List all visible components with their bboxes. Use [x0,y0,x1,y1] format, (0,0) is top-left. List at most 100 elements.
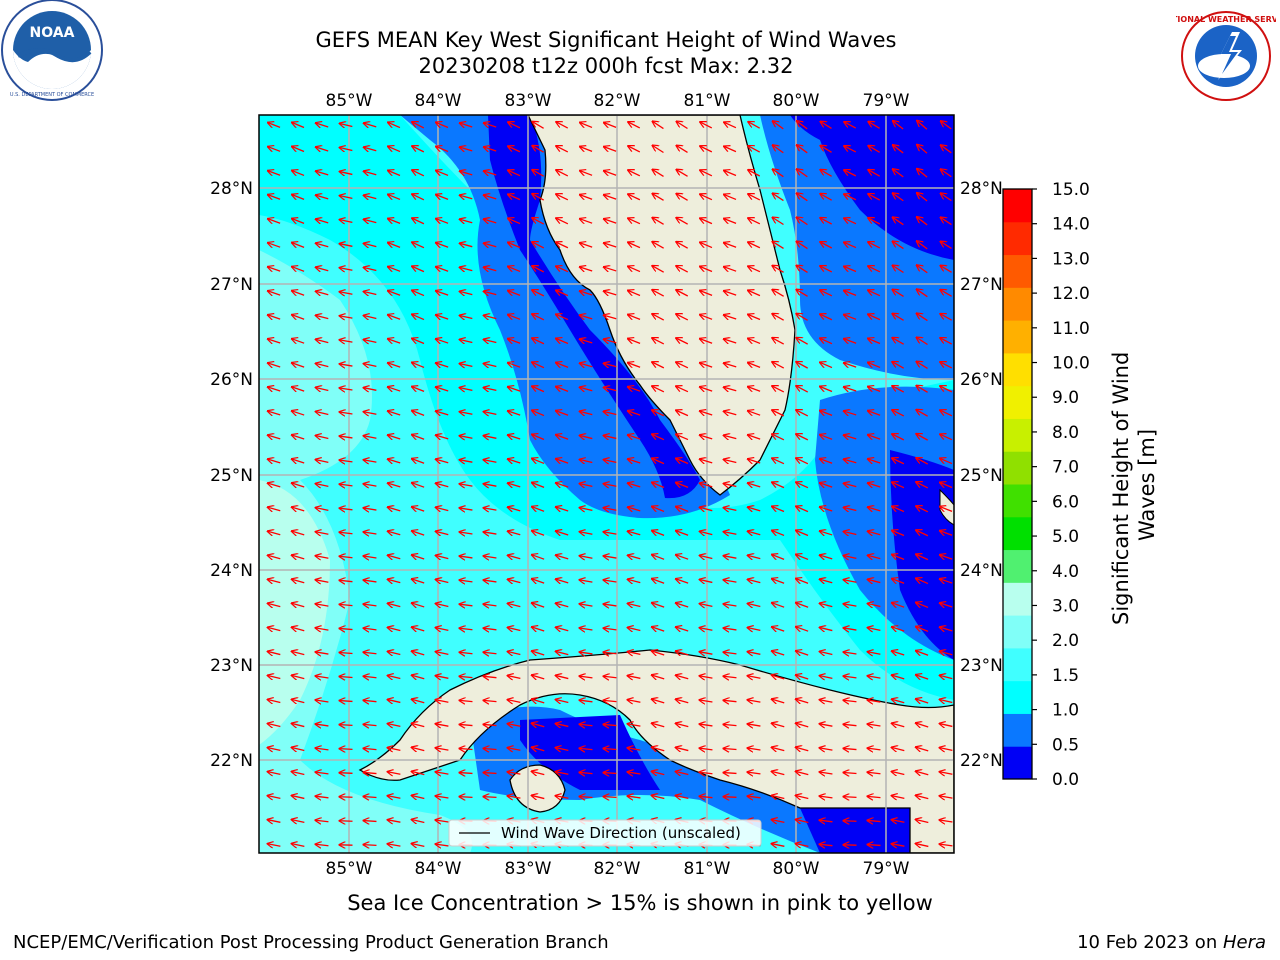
wind-arrow [364,772,377,773]
wind-arrow [580,339,593,343]
wind-arrow [340,244,353,247]
wind-arrow [748,242,761,249]
wind-arrow [268,147,281,152]
wind-arrow [628,411,641,415]
wind-arrow [796,266,808,273]
wind-arrow [508,170,521,177]
wind-arrow [484,364,497,367]
wind-arrow [604,773,617,774]
wind-arrow [412,844,425,847]
wind-arrow [892,699,905,703]
wind-arrow [556,363,569,368]
longitude-labels: 85°W 85°W 84°W 84°W 83°W 83°W 82°W 82°W 81°W 81°W… [326,91,910,879]
wind-arrow [412,435,425,440]
wind-arrow [604,123,617,128]
wind-arrow [772,555,785,560]
wind-arrow [940,675,953,678]
wind-arrow [556,218,569,225]
wind-arrow [364,292,377,295]
wind-arrow [892,579,905,584]
wind-arrow [748,604,761,607]
wind-arrow [268,844,281,847]
wind-arrow [364,724,377,725]
wind-arrow [820,338,833,345]
wind-arrow [268,411,281,415]
wind-arrow [628,266,641,273]
wind-arrow [340,340,353,342]
wind-arrow [868,122,880,129]
wind-arrow [628,170,641,177]
wind-arrow [724,363,737,367]
wind-arrow [868,579,881,582]
wind-arrow [604,652,617,654]
wind-arrow [532,338,545,345]
wind-arrow [580,387,593,390]
wind-arrow [748,772,761,774]
wind-arrow [917,217,928,226]
wind-arrow [868,146,880,153]
wind-arrow [604,411,617,414]
wind-arrow [508,676,521,679]
wind-arrow [436,844,449,846]
wind-arrow [916,362,928,369]
lon-label-bottom: 84°W [415,859,462,879]
wind-arrow [772,506,785,513]
wind-arrow [796,338,808,345]
wind-arrow [892,290,904,297]
lon-label-top: 80°W [773,91,820,111]
wind-arrow [364,604,377,606]
wind-arrow [268,820,281,823]
wind-arrow [268,219,281,223]
wind-arrow [917,289,928,298]
wind-arrow [532,146,544,153]
wind-arrow [676,434,689,441]
wind-arrow [652,314,665,321]
wind-arrow [844,700,857,702]
wind-arrow [772,482,785,489]
wind-arrow [917,338,928,346]
wind-arrow [556,459,569,463]
wind-arrow [364,364,377,367]
wind-arrow [340,532,353,534]
wind-arrow [748,290,761,297]
wind-arrow [628,363,641,368]
wind-arrow [388,651,401,654]
wind-arrow [316,772,329,774]
wind-arrow [604,676,617,677]
wind-arrow [484,339,497,342]
wind-arrow [364,412,377,415]
wind-arrow [316,508,329,511]
wind-arrow [892,603,905,607]
lat-label-left: 26°N [210,370,253,390]
wind-arrow [508,315,521,320]
wind-arrow [748,218,761,225]
wind-arrow [652,651,665,655]
colorbar-segment [1003,451,1032,485]
lat-label-right: 25°N [960,466,1003,486]
wind-arrow [796,820,809,823]
wind-arrow [724,628,737,630]
wind-arrow [676,410,689,417]
wind-arrow [460,219,473,222]
lon-label-top: 83°W [505,91,552,111]
wind-arrow [580,460,593,463]
wind-arrow [388,603,401,606]
wind-arrow [868,845,881,846]
wind-arrow [508,146,521,153]
wind-arrow [580,772,593,773]
wind-arrow [268,387,281,391]
wind-arrow [484,243,497,247]
wind-arrow [532,675,545,679]
wave-band-2.0-3.0-core [259,480,330,745]
wind-arrow [532,170,544,177]
wind-arrow [580,724,593,725]
wind-arrow [796,579,809,584]
wind-arrow [940,531,953,536]
colorbar-segment [1003,615,1032,649]
wind-arrow [364,195,377,198]
wind-arrow [412,579,425,583]
wind-arrow [820,627,833,630]
wind-arrow [268,603,281,606]
wind-arrow [316,556,329,558]
wind-arrow [508,507,521,511]
